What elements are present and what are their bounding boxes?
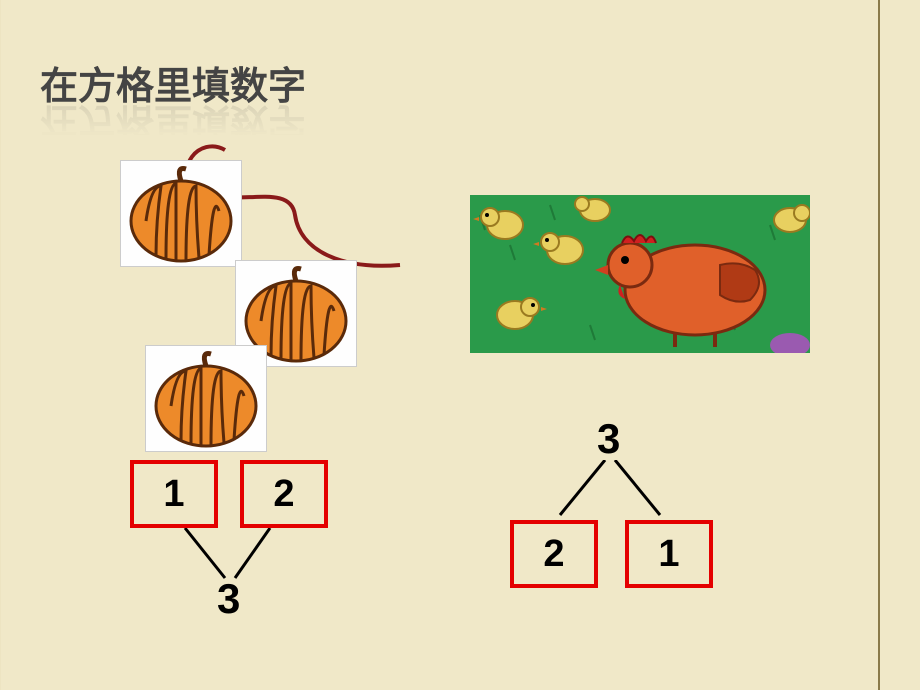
left-number-bond: 1 2 3 [130, 460, 360, 660]
right-number-bond: 3 2 1 [510, 415, 740, 615]
top-number: 3 [597, 415, 620, 463]
number-box[interactable]: 1 [130, 460, 218, 528]
number-box[interactable]: 2 [240, 460, 328, 528]
total-number: 3 [217, 575, 240, 623]
chicken-image [470, 195, 810, 353]
connector-lines-icon [510, 460, 710, 520]
number-box[interactable]: 2 [510, 520, 598, 588]
pumpkin-image [120, 160, 242, 267]
pumpkin-group [120, 150, 420, 450]
vertical-accent-line [878, 0, 880, 690]
page-title-reflection: 在方格里填数字 [40, 98, 306, 153]
pumpkin-image [145, 345, 267, 452]
number-box[interactable]: 1 [625, 520, 713, 588]
